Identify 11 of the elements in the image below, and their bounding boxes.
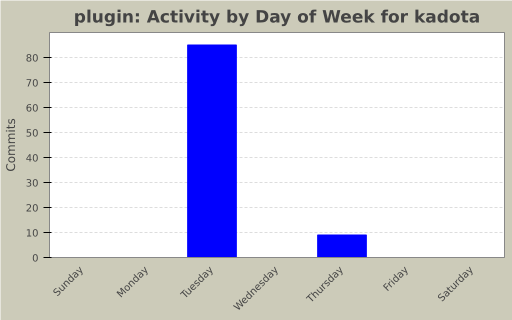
- y-tick-label: 70: [26, 78, 39, 90]
- y-tick-label: 0: [32, 254, 39, 264]
- chart-title: plugin: Activity by Day of Week for kadota: [74, 8, 480, 28]
- y-tick-label: 30: [26, 178, 39, 190]
- y-tick-label: 80: [26, 54, 39, 64]
- y-tick-label: 60: [26, 104, 39, 114]
- y-axis-title: Commits: [4, 118, 18, 172]
- y-tick-label: 50: [26, 128, 39, 140]
- y-tick-label: 40: [26, 154, 39, 164]
- y-tick-label: 10: [26, 228, 39, 240]
- y-tick-label: 20: [26, 204, 39, 214]
